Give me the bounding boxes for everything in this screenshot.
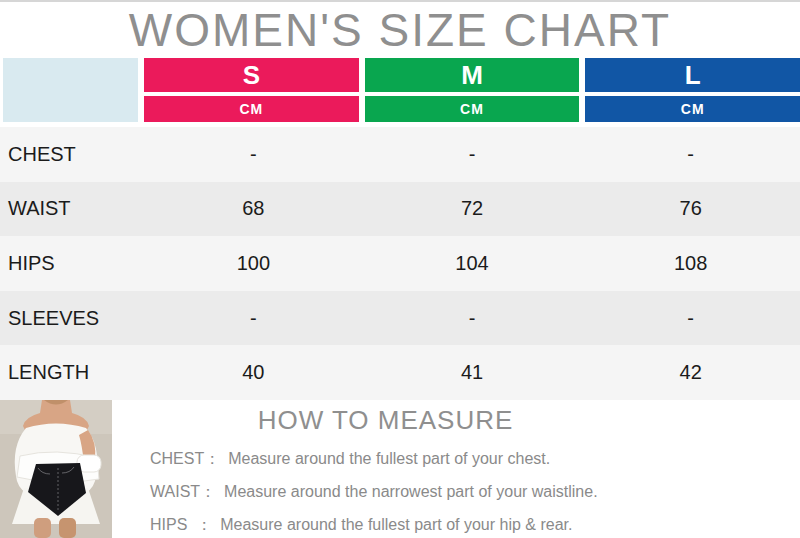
unit-cell-s: CM xyxy=(144,96,359,122)
unit-cell-m: CM xyxy=(365,96,580,122)
row-label: SLEEVES xyxy=(0,307,144,330)
cell-hips-m: 104 xyxy=(363,252,582,275)
column-l: L CM xyxy=(585,58,800,122)
row-label: CHEST xyxy=(0,143,144,166)
cell-hips-s: 100 xyxy=(144,252,363,275)
woman-model-photo-image xyxy=(0,400,112,538)
size-header-m: M xyxy=(365,58,580,92)
measure-text: Measure around the narrowest part of you… xyxy=(224,482,598,502)
row-label: HIPS xyxy=(0,252,144,275)
row-label: WAIST xyxy=(0,197,144,220)
cell-length-l: 42 xyxy=(581,361,800,384)
cell-sleeves-s: - xyxy=(144,307,363,330)
how-to-measure-section: HOW TO MEASURE CHEST： Measure around the… xyxy=(0,400,800,538)
cell-chest-l: - xyxy=(581,143,800,166)
measure-label: HIPS ： xyxy=(150,515,212,535)
page-title: WOMEN'S SIZE CHART xyxy=(0,2,800,58)
row-label: LENGTH xyxy=(0,361,144,384)
cell-waist-l: 76 xyxy=(581,197,800,220)
cell-sleeves-l: - xyxy=(581,307,800,330)
table-corner-cell xyxy=(3,58,138,122)
unit-cell-l: CM xyxy=(585,96,800,122)
size-header-l: L xyxy=(585,58,800,92)
measure-title: HOW TO MEASURE xyxy=(148,405,623,436)
measure-line-waist: WAIST： Measure around the narrowest part… xyxy=(148,482,623,502)
table-row-chest: CHEST - - - xyxy=(0,127,800,182)
size-header-s: S xyxy=(144,58,359,92)
cell-waist-s: 68 xyxy=(144,197,363,220)
table-row-hips: HIPS 100 104 108 xyxy=(0,236,800,291)
measure-label: WAIST： xyxy=(150,482,216,502)
measure-instructions: HOW TO MEASURE CHEST： Measure around the… xyxy=(148,400,623,538)
cell-length-m: 41 xyxy=(363,361,582,384)
size-table-body: CHEST - - - WAIST 68 72 76 HIPS 100 104 … xyxy=(0,127,800,400)
measure-text: Measure around the fullest part of your … xyxy=(228,449,550,469)
cell-length-s: 40 xyxy=(144,361,363,384)
measure-label: CHEST： xyxy=(150,449,220,469)
size-chart-page: WOMEN'S SIZE CHART S CM M CM L CM CHEST … xyxy=(0,0,800,538)
cell-chest-s: - xyxy=(144,143,363,166)
table-row-length: LENGTH 40 41 42 xyxy=(0,345,800,400)
measure-line-hips: HIPS ： Measure around the fullest part o… xyxy=(148,515,623,535)
cell-hips-l: 108 xyxy=(581,252,800,275)
column-s: S CM xyxy=(144,58,359,122)
table-row-sleeves: SLEEVES - - - xyxy=(0,291,800,346)
column-m: M CM xyxy=(365,58,580,122)
cell-chest-m: - xyxy=(363,143,582,166)
cell-waist-m: 72 xyxy=(363,197,582,220)
table-row-waist: WAIST 68 72 76 xyxy=(0,182,800,237)
cell-sleeves-m: - xyxy=(363,307,582,330)
size-table-header: S CM M CM L CM xyxy=(0,58,800,122)
measure-text: Measure around the fullest part of your … xyxy=(220,515,572,535)
measure-line-chest: CHEST： Measure around the fullest part o… xyxy=(148,449,623,469)
